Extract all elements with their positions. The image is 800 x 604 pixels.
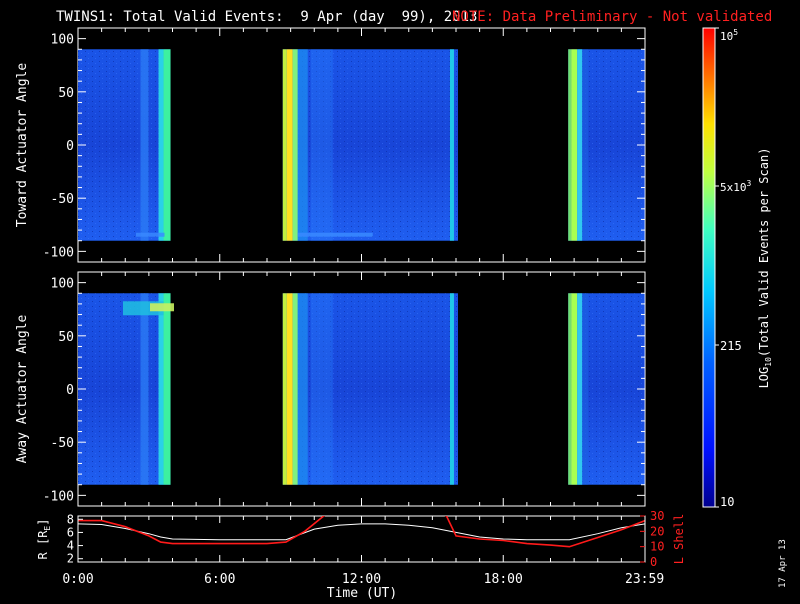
r-axis-label: R [RE] [36,519,52,560]
lshell-tick-label: 0 [650,555,657,569]
heatmap-edge [568,49,572,241]
colorbar-gradient [702,27,716,508]
away-ylabel: Away Actuator Angle [15,314,30,463]
colorbar-label: LOG10(Total Valid Events per Scan) [757,148,773,389]
heatmap-texture [78,293,171,485]
toward-ylabel: Toward Actuator Angle [15,63,30,228]
toward-axis-ticks: 100 50 0 -50 -100 [43,28,646,262]
y-tick-label: 0 [66,139,74,154]
heatmap-stripe [297,49,308,241]
toward-heatmap-panel: 100 50 0 -50 -100 Toward Actuator Angle [15,27,646,263]
heatmap-edge [577,293,583,485]
heatmap-edge [163,293,171,485]
lshell-tick-label: 20 [650,524,664,538]
heatmap-edge [577,49,583,241]
time-axis-label: Time (UT) [327,586,397,600]
heatmap-stripe [140,49,149,241]
heatmap-edge [571,49,578,241]
heatmap-texture [78,49,171,241]
colorbar-tick-bottom: 10 [720,495,734,509]
heatmap-stripe [297,293,308,485]
heatmap-edge [292,293,298,485]
heatmap-edge [568,293,572,485]
away-heatmap-data [78,293,645,485]
heatmap-stripe [140,293,149,485]
heatmap-edge [158,293,164,485]
heatmap-stripe [310,49,333,241]
colorbar: 105 5x103 215 10 LOG10(Total Valid Event… [702,27,773,509]
lshell-axis-label: L Shell [672,514,686,565]
r-tick-label: 4 [67,539,74,553]
r-tick-label: 6 [67,525,74,539]
x-tick-label: 0:00 [62,572,93,587]
heatmap-texture [282,49,458,241]
r-series-line [78,523,645,541]
heatmap-streak [150,303,174,312]
heatmap-stripe [582,293,589,485]
y-tick-label: 0 [66,383,74,398]
heatmap-edge [282,293,287,485]
heatmap-stripe [310,293,333,485]
y-tick-label: -50 [51,192,74,207]
lshell-tick-label: 10 [650,540,664,554]
heatmap-streak [136,232,165,237]
heatmap-streak [297,232,373,237]
heatmap-edge [282,49,287,241]
print-date: 17 Apr 13 [778,539,788,588]
toward-heatmap-data [78,49,645,241]
away-heatmap-panel: 100 50 0 -50 -100 Away Actuator Angle [15,271,646,507]
heatmap-edge [286,49,293,241]
y-tick-label: 50 [58,330,74,345]
heatmap-stripe [582,49,589,241]
r-tick-label: 8 [67,512,74,526]
heatmap-edge [286,293,293,485]
y-tick-label: 100 [51,277,74,292]
heatmap-edge [449,293,454,485]
heatmap-edge [571,293,578,485]
plot-title: TWINS1: Total Valid Events: 9 Apr (day 9… [56,9,477,25]
colorbar-tick-mid: 5x103 [720,179,752,194]
heatmap-edge [449,49,454,241]
y-tick-label: -100 [43,245,74,260]
orbit-lines [78,516,645,548]
y-tick-label: 50 [58,86,74,101]
heatmap-edge [292,49,298,241]
r-tick-label: 2 [67,552,74,566]
preliminary-note: NOTE: Data Preliminary - Not validated [452,9,772,25]
y-tick-label: 100 [51,33,74,48]
y-tick-label: -50 [51,436,74,451]
heatmap-edge [158,49,164,241]
x-tick-label: 23:59 [625,572,664,587]
colorbar-tick-top: 105 [720,28,738,43]
x-tick-label: 6:00 [204,572,235,587]
away-axis-ticks: 100 50 0 -50 -100 [43,272,646,506]
heatmap-edge [163,49,171,241]
lshell-series-line [78,516,645,548]
x-tick-label: 12:00 [342,572,381,587]
colorbar-tick-215: 215 [720,339,742,353]
lshell-tick-label: 30 [650,509,664,523]
x-tick-label: 18:00 [484,572,523,587]
y-tick-label: -100 [43,489,74,504]
heatmap-texture [282,293,458,485]
